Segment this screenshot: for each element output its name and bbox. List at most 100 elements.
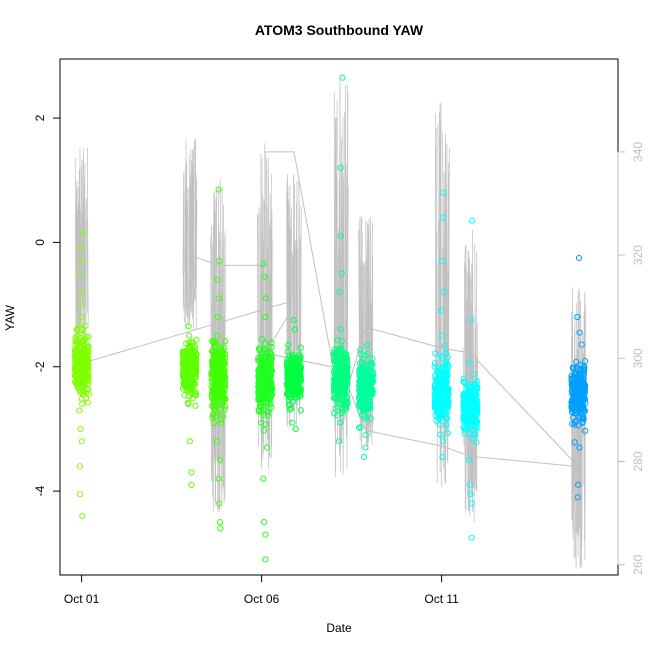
data-point [222, 396, 229, 403]
data-point [441, 376, 448, 383]
data-point [474, 424, 481, 431]
data-point [576, 444, 583, 451]
data-point [443, 378, 450, 385]
data-point [332, 366, 339, 373]
data-points-layer [71, 74, 589, 563]
data-point [220, 399, 227, 406]
data-point [342, 403, 349, 410]
data-point [438, 257, 446, 265]
data-point [576, 329, 583, 336]
data-point [431, 381, 438, 388]
data-point [465, 405, 472, 412]
data-point [337, 233, 344, 240]
data-point [471, 400, 478, 407]
data-point [440, 289, 447, 296]
data-point [286, 402, 293, 409]
data-point [255, 406, 262, 414]
data-point [297, 407, 304, 414]
data-point [261, 394, 268, 401]
data-point [366, 394, 374, 401]
data-point [261, 273, 268, 280]
data-point [568, 387, 575, 394]
data-point [340, 349, 347, 357]
data-point [470, 431, 477, 438]
data-point [339, 358, 347, 365]
data-point [261, 350, 268, 357]
data-point [181, 349, 188, 356]
data-point [297, 344, 304, 351]
x-tick-label: Oct 06 [244, 592, 280, 606]
data-point [260, 367, 267, 374]
data-point [212, 386, 219, 393]
data-point [74, 355, 81, 362]
data-point [465, 456, 473, 464]
data-point [571, 439, 578, 446]
data-point [72, 363, 79, 370]
data-point [441, 363, 448, 370]
data-point [214, 355, 222, 362]
data-point [468, 500, 475, 507]
data-point [84, 368, 91, 375]
series-5 [283, 317, 305, 433]
data-point [358, 374, 366, 381]
series-4 [255, 261, 276, 563]
data-point [579, 419, 586, 426]
data-point [217, 419, 225, 427]
data-point [210, 396, 217, 403]
data-point [258, 336, 266, 343]
data-point [340, 360, 348, 367]
data-point [289, 353, 297, 360]
data-point [290, 370, 297, 377]
data-point [285, 341, 292, 349]
series-2 [179, 323, 200, 488]
data-point [284, 360, 292, 367]
data-point [83, 344, 90, 351]
data-point [444, 404, 451, 411]
data-point [181, 378, 188, 385]
data-point [186, 356, 193, 363]
data-point [208, 370, 215, 377]
data-point [286, 406, 293, 413]
data-point [441, 342, 448, 349]
data-point [221, 406, 228, 413]
data-point [340, 380, 347, 387]
data-point [357, 365, 364, 372]
data-point [266, 390, 274, 397]
data-point [78, 289, 85, 296]
data-point [261, 374, 269, 381]
data-point [433, 417, 440, 424]
series-7 [355, 341, 377, 460]
data-point [188, 481, 195, 488]
data-point [431, 364, 438, 371]
y2-tick-label: 300 [631, 348, 645, 368]
data-point [463, 415, 470, 422]
data-point [219, 369, 226, 376]
data-point [290, 391, 297, 398]
data-point [261, 340, 269, 347]
data-point [220, 413, 227, 420]
data-point [445, 385, 452, 392]
data-point [296, 372, 303, 379]
data-point [222, 338, 229, 345]
data-point [294, 382, 301, 389]
data-point [261, 313, 269, 321]
data-point [466, 481, 473, 488]
data-point [209, 366, 217, 373]
data-point [333, 394, 340, 402]
data-point [189, 364, 196, 371]
data-point [255, 383, 262, 390]
data-point [83, 375, 90, 383]
data-point [331, 410, 338, 417]
data-point [214, 313, 221, 321]
data-point [368, 362, 375, 369]
series-9 [460, 217, 481, 541]
data-point [438, 366, 445, 373]
data-point [212, 401, 219, 409]
data-point [261, 519, 268, 526]
y-axis-label: YAW [3, 304, 17, 331]
x-tick-label: Oct 01 [64, 592, 100, 606]
data-point [219, 384, 226, 391]
data-point [338, 409, 345, 417]
data-point [360, 384, 368, 391]
